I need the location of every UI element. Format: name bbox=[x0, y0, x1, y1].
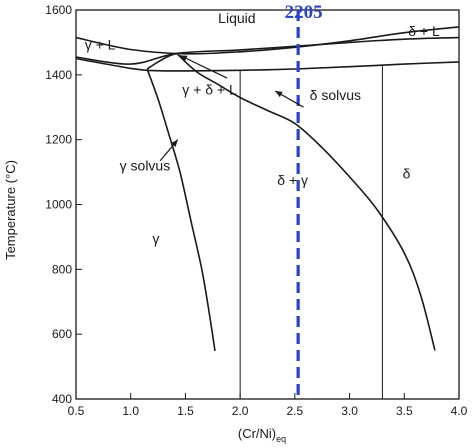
x-axis-title-subscript: eq bbox=[276, 434, 286, 444]
x-axis-title-main: (Cr/Ni) bbox=[238, 426, 276, 441]
y-tick-label: 1200 bbox=[45, 133, 72, 147]
x-tick-label: 1.0 bbox=[122, 404, 139, 418]
y-tick-label: 1600 bbox=[45, 3, 72, 17]
region-label: δ + γ bbox=[277, 172, 308, 188]
composition-label: 2205 bbox=[285, 2, 323, 23]
axes: 0.5 1.0 1.5 2.0 2.5 3.0 3.5 4.0 400 600 800 1000 12… bbox=[45, 3, 467, 418]
region-label: Liquid bbox=[218, 10, 255, 26]
x-tick-label: 0.5 bbox=[68, 404, 85, 418]
x-tick-label: 2.0 bbox=[232, 404, 249, 418]
phase-boundary-line bbox=[146, 68, 216, 352]
region-label: γ + δ + L bbox=[182, 81, 237, 97]
region-label: γ + L bbox=[85, 37, 116, 53]
region-label: γ bbox=[152, 230, 159, 246]
y-tick-label: 600 bbox=[52, 327, 72, 341]
y-tick-label: 1000 bbox=[45, 198, 72, 212]
phase-boundary-lines bbox=[75, 9, 460, 400]
phase-boundary-line bbox=[146, 52, 177, 70]
region-label: γ solvus bbox=[120, 157, 171, 173]
region-labels: Liquid γ + L δ + L γ + δ + L δ solvus γ solvu… bbox=[85, 2, 440, 246]
x-axis: 0.5 1.0 1.5 2.0 2.5 3.0 3.5 4.0 bbox=[68, 393, 468, 418]
phase-boundary-line bbox=[176, 52, 436, 351]
region-label: δ solvus bbox=[310, 87, 361, 103]
pointer-arrow bbox=[179, 54, 228, 79]
x-tick-label: 2.5 bbox=[287, 404, 304, 418]
phase-boundary-line bbox=[75, 57, 460, 72]
pointer-arrowhead bbox=[179, 55, 188, 62]
x-tick-label: 3.0 bbox=[341, 404, 358, 418]
region-label: δ bbox=[403, 166, 411, 182]
pointer-arrows bbox=[159, 54, 304, 162]
y-axis: 400 600 800 1000 1200 1400 1600 bbox=[45, 3, 82, 406]
x-tick-label: 4.0 bbox=[451, 404, 468, 418]
x-tick-label: 3.5 bbox=[396, 404, 413, 418]
y-axis-title: Temperature (°C) bbox=[3, 160, 18, 260]
x-axis-title: (Cr/Ni)eq bbox=[238, 426, 286, 444]
y-tick-label: 400 bbox=[52, 392, 72, 406]
pointer-arrowhead bbox=[171, 139, 178, 147]
phase-boundary-line bbox=[75, 36, 460, 65]
phase-boundary-line bbox=[75, 26, 460, 55]
pointer-arrowhead bbox=[275, 91, 283, 98]
y-tick-label: 1400 bbox=[45, 68, 72, 82]
x-tick-label: 1.5 bbox=[177, 404, 194, 418]
region-label: δ + L bbox=[408, 23, 440, 39]
y-tick-label: 800 bbox=[52, 262, 72, 276]
